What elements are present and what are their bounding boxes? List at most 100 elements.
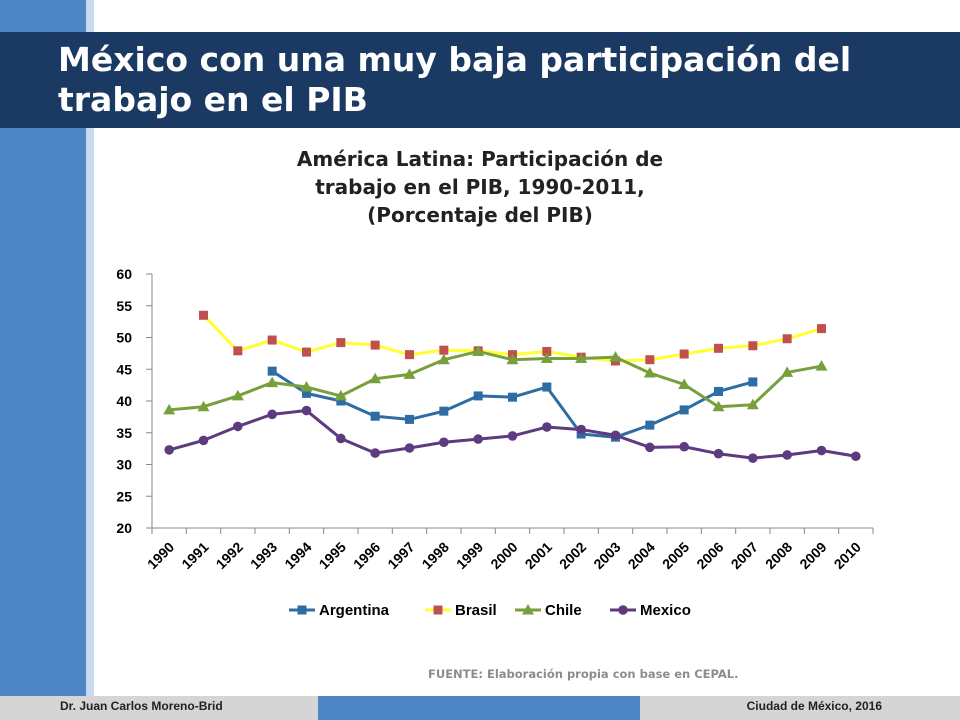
point-chile-2004 xyxy=(643,367,656,378)
point-chile-2002 xyxy=(575,352,588,363)
point-argentina-1999 xyxy=(473,391,483,401)
x-tick-label: 2002 xyxy=(556,539,589,572)
title-band xyxy=(0,32,960,128)
point-argentina-2004 xyxy=(645,420,655,430)
legend-label-chile: Chile xyxy=(545,602,582,619)
chart-title-line-1: América Latina: Participación de xyxy=(296,147,664,171)
point-mexico-2001 xyxy=(542,422,552,432)
point-chile-1997 xyxy=(403,368,416,379)
chart-title-line-3: (Porcentaje del PIB) xyxy=(367,203,593,227)
slide-title: México con una muy baja participación de… xyxy=(58,40,852,119)
y-tick-label: 50 xyxy=(116,330,132,346)
source-note: FUENTE: Elaboración propia con base en C… xyxy=(428,667,739,681)
chart-title-line-2: trabajo en el PIB, 1990-2011, xyxy=(315,175,645,199)
x-tick-label: 1992 xyxy=(213,539,246,572)
point-mexico-1999 xyxy=(473,434,483,444)
legend-marker-brasil xyxy=(433,605,443,615)
point-chile-1993 xyxy=(266,376,279,388)
x-tick-label: 1996 xyxy=(350,539,383,572)
point-mexico-1998 xyxy=(439,437,449,448)
point-chile-2001 xyxy=(540,352,553,363)
point-mexico-2005 xyxy=(679,441,689,452)
point-mexico-1990 xyxy=(164,445,174,455)
point-mexico-2006 xyxy=(713,448,724,459)
point-argentina-1998 xyxy=(439,406,449,416)
x-tick-label: 2004 xyxy=(625,539,658,572)
point-mexico-1996 xyxy=(370,448,380,458)
point-mexico-1995 xyxy=(336,433,346,444)
x-tick-label: 2005 xyxy=(659,539,692,572)
point-chile-1995 xyxy=(334,389,347,401)
point-brasil-1992 xyxy=(233,346,243,356)
legend-marker-argentina xyxy=(297,605,307,615)
point-mexico-2010 xyxy=(851,451,861,462)
chart-title: América Latina: Participación de trabajo… xyxy=(230,145,730,229)
point-mexico-2004 xyxy=(645,442,655,453)
y-tick-label: 45 xyxy=(116,361,132,377)
point-mexico-2002 xyxy=(576,424,586,435)
point-brasil-1996 xyxy=(370,340,380,350)
point-mexico-2000 xyxy=(507,431,518,441)
point-brasil-1997 xyxy=(405,350,414,360)
legend-label-mexico: Mexico xyxy=(640,602,691,619)
point-argentina-2005 xyxy=(679,405,689,415)
point-mexico-2008 xyxy=(782,450,792,460)
point-brasil-2008 xyxy=(782,334,792,344)
x-tick-label: 1999 xyxy=(453,539,486,572)
x-tick-label: 2006 xyxy=(693,539,726,572)
point-argentina-1993 xyxy=(267,366,277,376)
point-chile-1992 xyxy=(231,389,244,401)
x-tick-label: 2000 xyxy=(487,539,520,572)
point-mexico-2007 xyxy=(748,453,758,463)
legend-label-brasil: Brasil xyxy=(455,602,497,619)
point-mexico-1997 xyxy=(404,443,415,453)
point-brasil-2001 xyxy=(542,346,552,356)
place-date-label: Ciudad de México, 2016 xyxy=(746,699,882,713)
y-tick-label: 40 xyxy=(116,393,132,409)
x-tick-label: 2010 xyxy=(831,539,864,572)
legend-marker-mexico xyxy=(618,605,628,615)
point-argentina-1994 xyxy=(302,388,311,398)
point-chile-2007 xyxy=(746,398,759,410)
x-tick-label: 1994 xyxy=(281,539,314,572)
y-tick-label: 60 xyxy=(116,266,132,282)
point-argentina-1995 xyxy=(336,396,346,406)
point-chile-2005 xyxy=(678,378,691,389)
point-chile-2009 xyxy=(815,360,828,371)
x-tick-label: 2003 xyxy=(590,539,623,572)
footer-left-bar xyxy=(0,696,318,720)
point-chile-1990 xyxy=(163,403,176,415)
x-tick-label: 1998 xyxy=(419,539,452,572)
point-mexico-1992 xyxy=(233,421,243,432)
point-chile-1996 xyxy=(369,372,382,384)
series-line-chile xyxy=(169,349,822,412)
y-tick-label: 20 xyxy=(116,520,132,536)
point-brasil-2005 xyxy=(679,349,689,359)
legend-label-argentina: Argentina xyxy=(319,602,390,619)
y-tick-label: 35 xyxy=(116,425,132,441)
x-tick-label: 2008 xyxy=(762,539,795,572)
point-argentina-2000 xyxy=(508,392,517,402)
footer-right-bar xyxy=(640,696,960,720)
x-tick-label: 1990 xyxy=(144,539,177,572)
y-tick-label: 25 xyxy=(116,488,132,504)
point-argentina-1997 xyxy=(405,414,414,424)
point-argentina-2006 xyxy=(714,386,723,396)
author-label: Dr. Juan Carlos Moreno-Brid xyxy=(60,699,223,713)
x-tick-label: 1995 xyxy=(316,539,349,572)
point-chile-1994 xyxy=(300,381,313,392)
footer-mid-bar xyxy=(318,696,640,720)
point-brasil-1995 xyxy=(336,338,346,348)
point-brasil-1993 xyxy=(267,335,277,345)
point-mexico-2003 xyxy=(610,430,621,441)
point-chile-2003 xyxy=(609,351,622,362)
point-mexico-1993 xyxy=(267,409,277,420)
point-mexico-1991 xyxy=(198,435,209,446)
point-argentina-2007 xyxy=(748,377,758,387)
x-tick-label: 1997 xyxy=(384,539,417,572)
legend-marker-chile xyxy=(522,604,534,615)
point-chile-2000 xyxy=(506,353,519,365)
point-mexico-2009 xyxy=(816,445,827,456)
point-chile-2006 xyxy=(712,400,725,412)
